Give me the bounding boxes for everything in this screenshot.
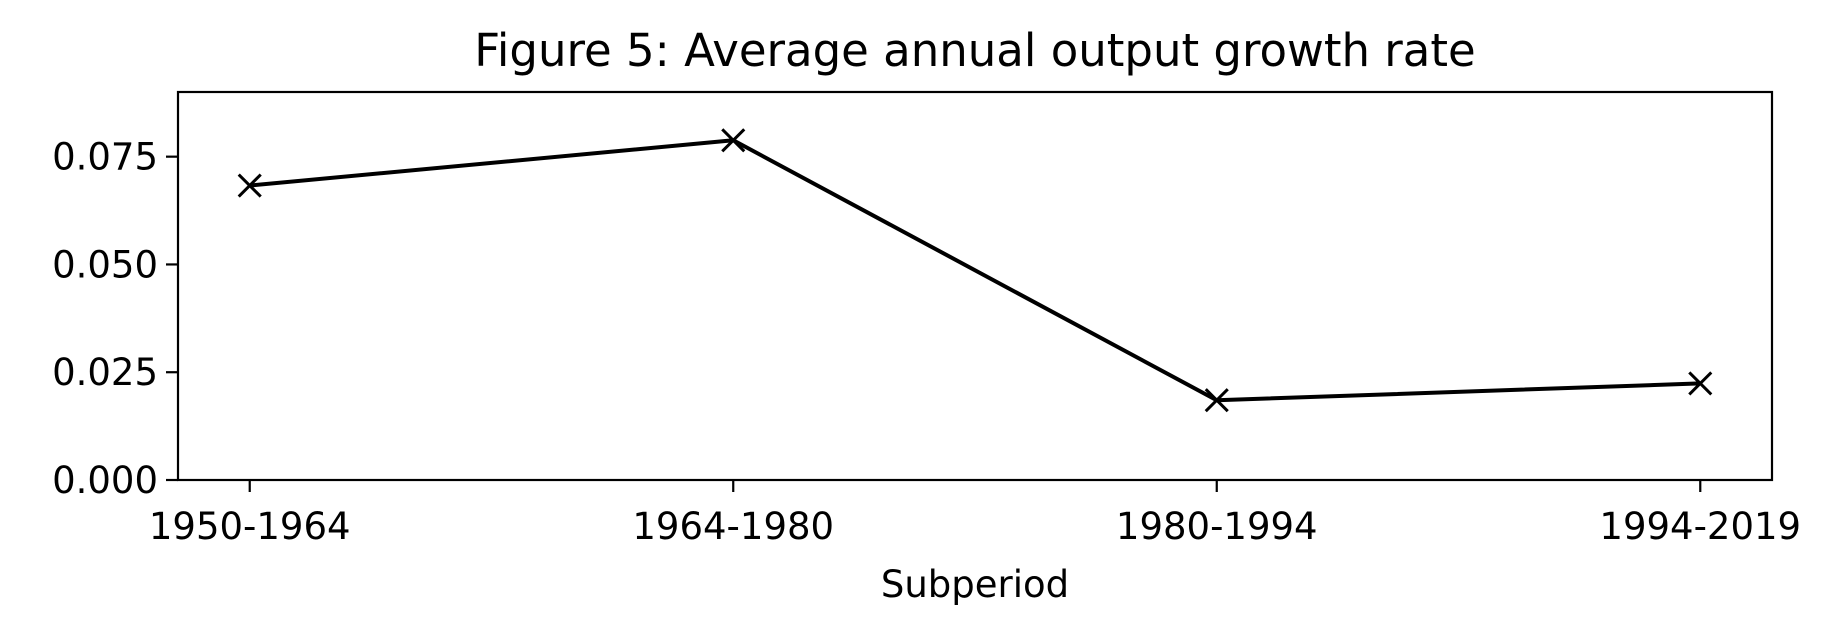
data-point-marker [1204, 388, 1229, 413]
y-axis: 0.000 0.025 0.050 0.075 [52, 136, 178, 502]
x-tick-label: 1964-1980 [632, 505, 834, 548]
x-tick-label: 1980-1994 [1116, 505, 1318, 548]
data-point-marker [1688, 371, 1713, 396]
x-axis: 1950-1964 1964-1980 1980-1994 1994-2019 [149, 480, 1801, 548]
y-tick-label: 0.025 [52, 351, 158, 394]
y-tick-label: 0.050 [52, 243, 158, 286]
x-axis-label: Subperiod [881, 563, 1069, 606]
y-tick-label: 0.000 [52, 459, 158, 502]
plot-frame [176, 90, 1774, 482]
series-layer [237, 128, 1713, 413]
x-tick-label: 1994-2019 [1599, 505, 1801, 548]
data-point-marker [721, 128, 746, 153]
chart-title: Figure 5: Average annual output growth r… [474, 24, 1475, 77]
series-line [249, 138, 1701, 403]
y-tick-label: 0.075 [52, 136, 158, 179]
data-point-marker [237, 173, 262, 198]
x-tick-label: 1950-1964 [149, 505, 351, 548]
